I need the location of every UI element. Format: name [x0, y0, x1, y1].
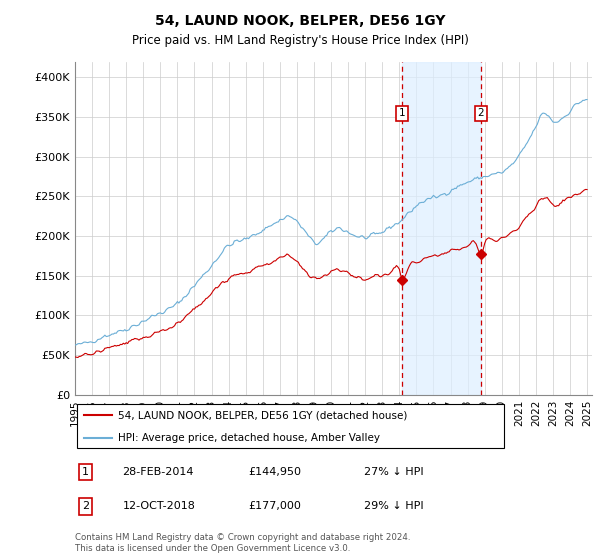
Text: HPI: Average price, detached house, Amber Valley: HPI: Average price, detached house, Ambe… — [118, 433, 380, 444]
Text: 1: 1 — [82, 467, 89, 477]
Text: 1: 1 — [399, 108, 406, 118]
Text: 54, LAUND NOOK, BELPER, DE56 1GY (detached house): 54, LAUND NOOK, BELPER, DE56 1GY (detach… — [118, 410, 407, 421]
Text: 29% ↓ HPI: 29% ↓ HPI — [364, 501, 424, 511]
FancyBboxPatch shape — [77, 404, 504, 449]
Text: Contains HM Land Registry data © Crown copyright and database right 2024.
This d: Contains HM Land Registry data © Crown c… — [75, 533, 410, 553]
Text: 54, LAUND NOOK, BELPER, DE56 1GY: 54, LAUND NOOK, BELPER, DE56 1GY — [155, 14, 445, 28]
Text: Price paid vs. HM Land Registry's House Price Index (HPI): Price paid vs. HM Land Registry's House … — [131, 34, 469, 46]
Bar — [402, 62, 481, 395]
Text: 28-FEB-2014: 28-FEB-2014 — [122, 467, 194, 477]
Text: 27% ↓ HPI: 27% ↓ HPI — [364, 467, 424, 477]
Text: £144,950: £144,950 — [248, 467, 301, 477]
Text: £177,000: £177,000 — [248, 501, 301, 511]
Text: 2: 2 — [478, 108, 484, 118]
Text: 2: 2 — [82, 501, 89, 511]
Text: 12-OCT-2018: 12-OCT-2018 — [122, 501, 196, 511]
